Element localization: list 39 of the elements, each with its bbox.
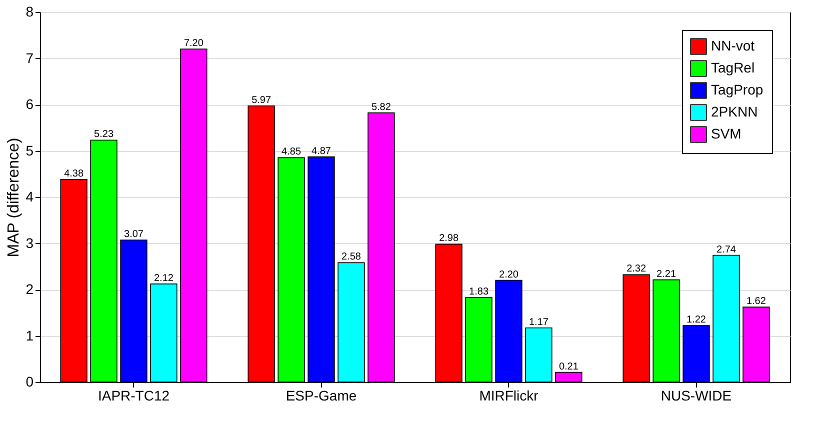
data-label: 2.98	[439, 233, 459, 244]
legend-label: 2PKNN	[711, 104, 758, 120]
data-label: 2.20	[499, 269, 519, 280]
y-tick-label: 5	[26, 142, 34, 158]
legend-label: TagRel	[711, 60, 755, 76]
data-label: 5.23	[94, 129, 114, 140]
data-label: 5.97	[252, 94, 272, 106]
y-tick-label: 6	[26, 96, 34, 112]
y-tick-label: 1	[26, 327, 34, 344]
data-label: 2.58	[341, 252, 362, 263]
y-tick-label: 4	[26, 188, 34, 204]
data-label: 1.22	[686, 314, 706, 326]
x-tick-label: ESP-Game	[286, 388, 357, 404]
data-label: 1.83	[469, 286, 489, 298]
data-label: 4.38	[64, 168, 84, 180]
y-tick-label: 2	[26, 281, 34, 297]
data-label: 3.07	[124, 229, 144, 240]
y-tick-label: 8	[26, 4, 34, 20]
data-label: 2.32	[626, 264, 646, 275]
data-label: 1.62	[746, 296, 766, 308]
x-tick-label: MIRFlickr	[479, 388, 539, 404]
y-tick-label: 0	[26, 374, 34, 390]
data-label: 7.20	[184, 38, 204, 49]
legend-label: NN-vot	[711, 38, 755, 54]
y-axis-title: MAP (difference)	[6, 138, 23, 258]
data-label: 0.21	[558, 361, 579, 372]
x-tick-label: NUS-WIDE	[660, 388, 732, 404]
y-tick-label: 3	[26, 234, 34, 251]
legend-label: SVM	[711, 126, 742, 142]
legend-label: TagProp	[711, 82, 764, 98]
data-label: 4.87	[312, 146, 332, 157]
data-label: 2.21	[656, 268, 676, 280]
data-label: 2.12	[154, 272, 174, 284]
x-tick-label: IAPR-TC12	[98, 388, 170, 404]
data-label: 2.74	[716, 244, 736, 256]
data-label: 4.85	[282, 146, 302, 158]
data-label: 5.82	[371, 102, 392, 113]
y-tick-label: 7	[26, 50, 34, 66]
data-label: 1.17	[528, 316, 549, 328]
